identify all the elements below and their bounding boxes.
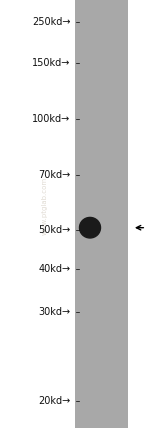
- Text: 150kd→: 150kd→: [32, 58, 70, 68]
- Text: 30kd→: 30kd→: [38, 306, 70, 317]
- Ellipse shape: [80, 217, 100, 238]
- Text: 40kd→: 40kd→: [38, 264, 70, 274]
- Text: 100kd→: 100kd→: [32, 114, 70, 124]
- Text: 70kd→: 70kd→: [38, 169, 70, 180]
- Bar: [75, 0, 128, 428]
- Text: 250kd→: 250kd→: [32, 17, 70, 27]
- Text: 20kd→: 20kd→: [38, 396, 70, 407]
- Text: 50kd→: 50kd→: [38, 225, 70, 235]
- Text: www.ptglab.com: www.ptglab.com: [42, 176, 48, 235]
